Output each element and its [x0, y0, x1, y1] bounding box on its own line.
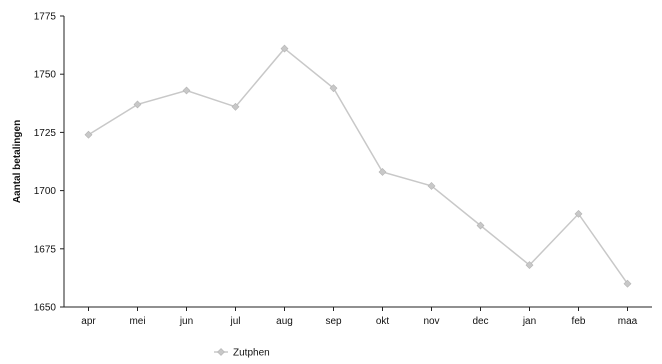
- x-axis: apr mei jun jul aug sep okt nov dec jan feb maa: [64, 306, 652, 327]
- data-point: [133, 100, 142, 109]
- data-point: [378, 168, 387, 176]
- y-tick-label: 1700: [34, 186, 57, 197]
- x-tick-label: dec: [472, 316, 488, 327]
- data-point: [329, 84, 338, 93]
- y-tick-label: 1675: [34, 244, 57, 255]
- data-point: [280, 44, 289, 53]
- legend-marker-icon: [217, 348, 225, 356]
- x-tick-label: feb: [572, 316, 586, 327]
- data-point: [476, 221, 485, 230]
- y-tick-label: 1725: [34, 128, 57, 139]
- data-point: [574, 209, 583, 218]
- x-tick-label: mei: [129, 316, 145, 327]
- x-tick-label: maa: [618, 316, 638, 327]
- data-point: [84, 130, 93, 139]
- data-point: [231, 102, 240, 111]
- plot-area: [84, 44, 632, 288]
- legend: Zutphen: [214, 348, 270, 359]
- x-tick-label: nov: [423, 316, 439, 327]
- x-tick-label: sep: [325, 316, 342, 327]
- x-tick-label: jan: [522, 316, 536, 327]
- y-tick-label: 1650: [34, 303, 57, 314]
- y-axis-title: Aantal betalingen: [12, 120, 23, 203]
- y-tick-label: 1775: [34, 12, 57, 23]
- x-tick-label: apr: [81, 316, 96, 327]
- data-point: [182, 86, 191, 95]
- x-tick-label: aug: [276, 316, 293, 327]
- data-point: [623, 279, 632, 288]
- x-tick-label: okt: [376, 316, 390, 327]
- series-line: [88, 47, 629, 285]
- y-axis: 1650 1675 1700 1725 1750 1775: [34, 12, 65, 314]
- y-tick-label: 1750: [34, 70, 57, 81]
- x-tick-label: jun: [179, 316, 193, 327]
- x-tick-label: jul: [229, 316, 240, 327]
- data-point: [427, 182, 436, 190]
- data-point: [525, 261, 534, 270]
- legend-label: Zutphen: [233, 348, 270, 359]
